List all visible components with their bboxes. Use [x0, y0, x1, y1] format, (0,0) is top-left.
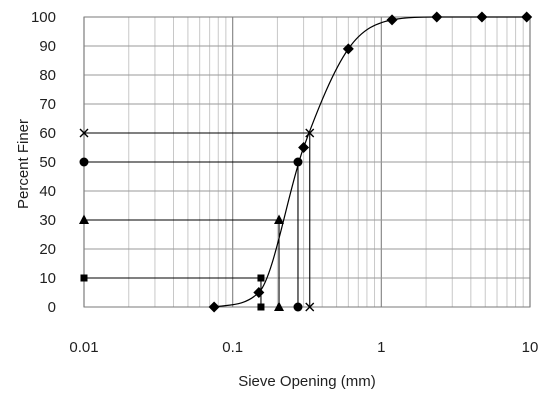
x-tick-label: 0.01: [69, 339, 98, 356]
y-tick-label: 60: [39, 125, 56, 142]
x-tick-label: 1: [377, 339, 385, 356]
x-marker: [305, 128, 315, 138]
x-tick-label: 0.1: [222, 339, 243, 356]
triangle-marker: [274, 214, 285, 224]
reference-line-circle: [84, 161, 299, 307]
reference-lines: [84, 132, 311, 307]
circle-marker: [293, 302, 303, 312]
diamond-marker: [431, 11, 443, 23]
y-tick-label: 100: [31, 9, 56, 26]
reference-line-triangle: [84, 219, 280, 307]
circle-marker: [79, 157, 89, 167]
circle-marker: [293, 157, 303, 167]
y-tick-label: 50: [39, 154, 56, 171]
x-marker: [305, 302, 315, 312]
square-marker: [257, 303, 265, 311]
diamond-marker: [208, 301, 220, 313]
diamond-marker: [342, 43, 354, 55]
diamond-marker: [521, 11, 533, 23]
x-axis-title: Sieve Opening (mm): [238, 373, 376, 390]
triangle-marker: [79, 214, 89, 224]
square-marker: [257, 274, 265, 282]
x-tick-label: 10: [522, 339, 539, 356]
y-tick-label: 70: [39, 96, 56, 113]
data-markers: [79, 11, 533, 313]
y-tick-label: 80: [39, 67, 56, 84]
diamond-marker: [298, 142, 310, 153]
y-tick-label: 30: [39, 212, 56, 229]
y-tick-label: 20: [39, 241, 56, 258]
y-tick-label: 10: [39, 270, 56, 287]
diamond-marker: [476, 11, 488, 23]
y-tick-label: 40: [39, 183, 56, 200]
y-tick-label: 0: [48, 299, 56, 316]
x-marker: [79, 128, 89, 138]
diamond-marker: [253, 287, 265, 298]
diamond-marker: [386, 14, 398, 26]
square-marker: [80, 274, 88, 282]
y-tick-label: 90: [39, 38, 56, 55]
y-axis-title: Percent Finer: [15, 119, 32, 209]
reference-line-square: [84, 277, 262, 307]
triangle-marker: [274, 301, 285, 311]
